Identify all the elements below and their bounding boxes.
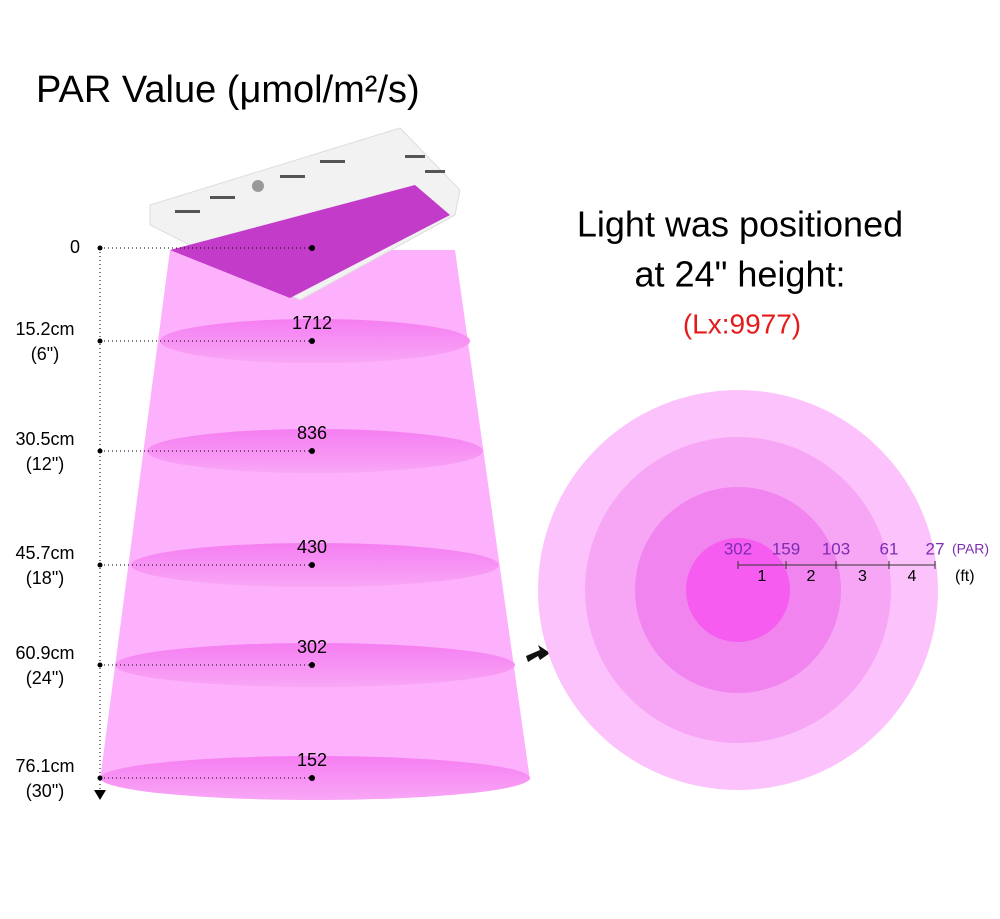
inches-label: (18") (26, 568, 64, 588)
inches-label: (30") (26, 781, 64, 801)
par-value: 27 (926, 539, 945, 558)
title: PAR Value (μmol/m²/s) (36, 69, 420, 111)
level-dot (309, 448, 315, 454)
feet-unit: (ft) (955, 568, 975, 585)
level-dot (309, 245, 315, 251)
feet-label: 4 (908, 568, 917, 585)
par-value: 1712 (292, 313, 332, 333)
par-unit: (PAR) (952, 541, 989, 557)
par-value: 159 (772, 539, 800, 558)
par-value: 103 (822, 539, 850, 558)
inches-label: (12") (26, 454, 64, 474)
lux: (Lx:9977) (683, 308, 801, 339)
note-line2: at 24" height: (635, 254, 846, 295)
level-dot (309, 662, 315, 668)
arrow (526, 645, 550, 662)
distance-label: 60.9cm (15, 643, 74, 663)
level-dot (309, 562, 315, 568)
feet-label: 1 (758, 568, 767, 585)
distance-axis (94, 248, 106, 800)
par-value: 61 (880, 539, 899, 558)
feet-label: 2 (807, 568, 816, 585)
distance-label: 76.1cm (15, 756, 74, 776)
par-value: 302 (297, 637, 327, 657)
par-value: 430 (297, 537, 327, 557)
distance-label: 45.7cm (15, 543, 74, 563)
distance-label: 15.2cm (15, 319, 74, 339)
par-value: 152 (297, 750, 327, 770)
distance-label: 30.5cm (15, 429, 74, 449)
level-dot (309, 775, 315, 781)
distance-label: 0 (70, 237, 80, 257)
level-dot (97, 338, 103, 344)
level-dot (97, 245, 103, 251)
level-dot (97, 448, 103, 454)
inches-label: (6") (31, 344, 59, 364)
feet-label: 3 (858, 568, 867, 585)
par-value: 836 (297, 423, 327, 443)
level-dot (97, 662, 103, 668)
level-dot (309, 338, 315, 344)
level-dot (97, 775, 103, 781)
light-fixture (149, 127, 461, 301)
inches-label: (24") (26, 668, 64, 688)
par-value: 302 (724, 539, 752, 558)
footprint (538, 390, 938, 790)
level-dot (97, 562, 103, 568)
note-line1: Light was positioned (577, 204, 903, 245)
